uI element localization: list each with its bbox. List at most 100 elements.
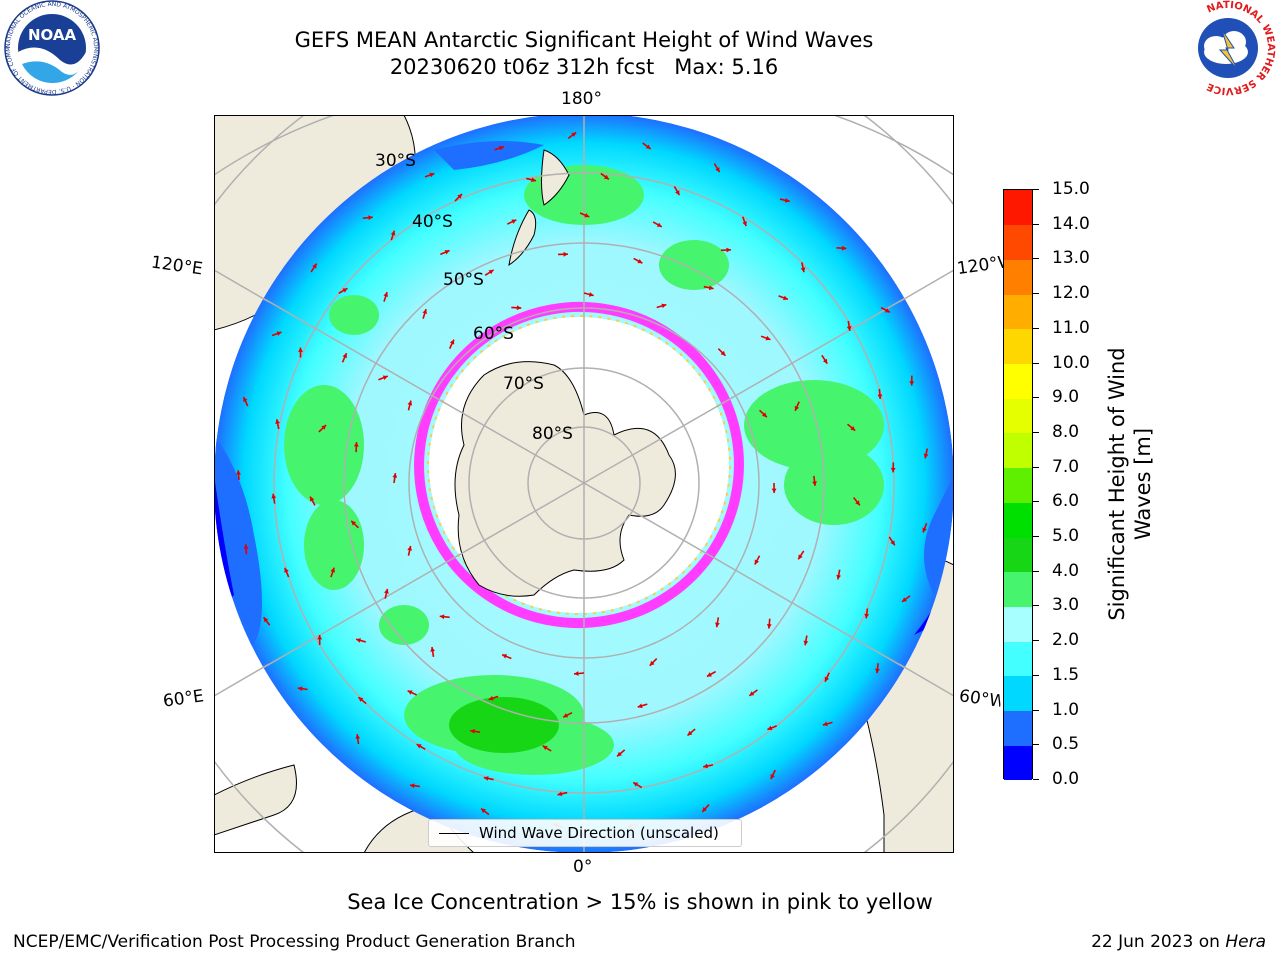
wind-wave-arrowhead: [356, 638, 361, 643]
wind-wave-arrowhead: [902, 597, 907, 602]
wind-wave-arrowhead: [864, 613, 870, 619]
sea-ice-note: Sea Ice Concentration > 15% is shown in …: [347, 890, 933, 914]
footer-timestamp: 22 Jun 2023 on Hera: [1091, 932, 1266, 952]
lon-label-0: 0°: [573, 857, 593, 877]
max-value: Max: 5.16: [674, 55, 779, 79]
wind-wave-arrowhead: [557, 791, 563, 797]
colorbar-tick: [1033, 223, 1039, 225]
wind-wave-arrowhead: [511, 219, 517, 224]
wind-wave-arrowhead: [407, 545, 412, 551]
colorbar-segment: [1004, 190, 1032, 226]
wind-wave-arrowhead: [877, 394, 883, 399]
colorbar-tick: [1033, 362, 1039, 364]
colorbar-tick: [1033, 744, 1039, 746]
colorbar-tick-label: 7.0: [1052, 456, 1080, 477]
colorbar-tick-label: 8.0: [1052, 421, 1080, 442]
wind-wave-arrowhead: [656, 222, 662, 227]
wind-wave-arrowhead: [574, 671, 579, 676]
svg-text:NOAA: NOAA: [28, 26, 77, 44]
wind-wave-arrowhead: [617, 751, 622, 757]
wind-wave-arrowhead: [422, 309, 428, 314]
wind-wave-arrowhead: [715, 167, 720, 173]
wind-wave-arrowhead: [271, 493, 277, 499]
map-subtitle: 20230620 t06z 312h fcst Max: 5.16: [184, 54, 984, 81]
colorbar-tick-label: 6.0: [1052, 491, 1080, 512]
colorbar-tick-label: 4.0: [1052, 560, 1080, 581]
colorbar-tick: [1033, 674, 1039, 676]
colorbar-tick-label: 1.5: [1052, 664, 1080, 685]
wind-wave-arrowhead: [923, 453, 929, 459]
colorbar-tick-label: 5.0: [1052, 526, 1080, 547]
wind-wave-arrowhead: [563, 713, 569, 718]
colorbar-tick: [1033, 709, 1039, 711]
wind-wave-arrowhead: [771, 488, 777, 493]
wind-wave-arrowhead: [275, 419, 280, 425]
footer-date: 22 Jun 2023 on: [1091, 932, 1220, 952]
wind-wave-arrowhead: [890, 540, 895, 546]
wind-wave-arrowhead: [761, 412, 767, 418]
wind-wave-arrowhead: [457, 193, 463, 199]
colorbar-segment: [1004, 606, 1032, 642]
wind-wave-arrowhead: [444, 250, 450, 255]
wind-wave-arrowhead: [637, 258, 643, 264]
wind-wave-arrowhead: [321, 425, 327, 430]
wind-wave-arrowhead: [588, 292, 594, 297]
colorbar-tick-label: 0.5: [1052, 734, 1080, 755]
lon-label-120w: 120°W: [955, 252, 1005, 280]
lat-label-80s: 80°S: [532, 424, 573, 444]
wind-wave-arrowhead: [342, 353, 347, 359]
colorbar-segment: [1004, 467, 1032, 503]
wind-wave-arrowhead: [407, 690, 413, 695]
wind-wave-arrowhead: [715, 622, 720, 628]
colorbar-tick-label: 13.0: [1052, 248, 1090, 269]
wind-wave-arrowhead: [416, 744, 422, 749]
noaa-logo: NOAA NATIONAL OCEANIC AND ATMOSPHERIC AD…: [0, 0, 100, 96]
land-antarctica: [454, 361, 676, 597]
wind-wave-arrowhead: [784, 198, 790, 203]
colorbar-segment: [1004, 398, 1032, 434]
colorbar-tick-label: 11.0: [1052, 317, 1090, 338]
polar-map: 30°S 40°S 50°S 60°S 70°S 80°S Wind Wave …: [214, 115, 954, 853]
wind-wave-arrowhead: [749, 691, 755, 696]
colorbar-tick: [1033, 189, 1039, 190]
wind-wave-arrowhead: [368, 215, 373, 221]
wind-wave-arrowhead: [798, 554, 803, 560]
wind-wave-arrowhead: [875, 668, 880, 674]
wind-wave-arrowhead: [708, 285, 714, 291]
colorbar-tick-label: 9.0: [1052, 387, 1080, 408]
wind-wave-arrowhead: [470, 728, 475, 734]
wind-wave-arrowhead: [637, 703, 643, 709]
lon-label-60e: 60°E: [161, 686, 206, 712]
wind-wave-arrowhead: [243, 396, 248, 402]
wind-wave-arrowhead: [767, 725, 773, 731]
colorbar-segment: [1004, 328, 1032, 365]
wind-wave-arrowhead: [449, 339, 455, 345]
wind-wave-arrowhead: [298, 347, 303, 352]
wind-wave-arrowhead: [909, 381, 915, 386]
lon-label-60w: 60°W: [957, 686, 1003, 712]
wind-wave-arrowhead: [782, 295, 788, 301]
colorbar-tick-label: 2.0: [1052, 630, 1080, 651]
wind-wave-arrowhead: [351, 520, 357, 526]
wind-wave-arrowhead: [850, 425, 856, 431]
colorbar: [1003, 189, 1033, 781]
wind-wave-arrowhead: [822, 721, 828, 727]
colorbar-tick: [1033, 605, 1039, 607]
wind-wave-arrowhead: [584, 213, 590, 218]
wind-wave-arrowhead: [481, 808, 486, 814]
colorbar-segment: [1004, 710, 1032, 746]
wind-wave-arrowhead: [687, 730, 693, 736]
wind-wave-arrowhead: [390, 230, 396, 236]
wind-wave-arrowhead: [742, 221, 747, 227]
wind-wave-arrowhead: [890, 467, 896, 473]
wind-wave-arrowhead: [284, 567, 289, 573]
wind-wave-arrowhead: [243, 544, 249, 549]
wind-wave-arrowhead: [800, 267, 806, 273]
colorbar-tick: [1033, 501, 1039, 503]
lon-label-120e: 120°E: [149, 252, 204, 280]
colorbar-segment: [1004, 432, 1032, 469]
wind-wave-arrowhead: [531, 177, 536, 183]
colorbar-segment: [1004, 294, 1032, 330]
footer-machine: Hera: [1225, 932, 1266, 952]
wind-wave-arrowhead: [766, 624, 772, 629]
